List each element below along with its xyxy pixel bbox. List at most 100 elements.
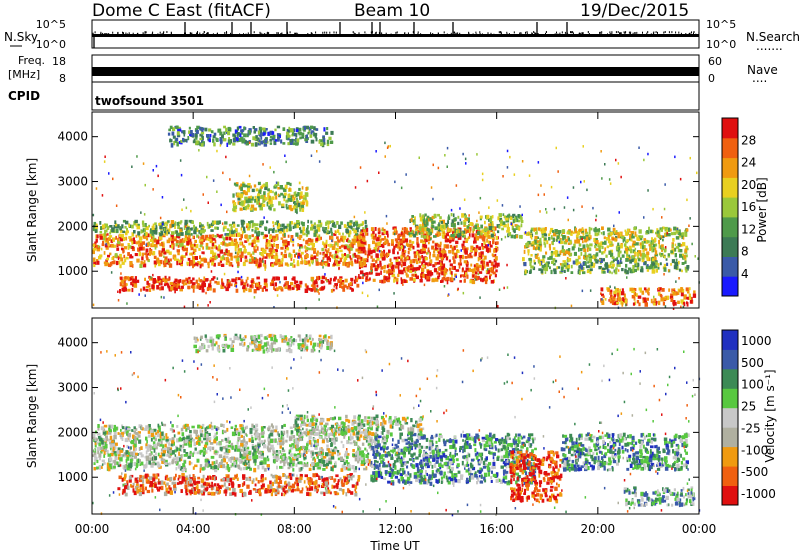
power-cell: [654, 301, 658, 306]
power-cell: [325, 277, 327, 281]
power-cell: [353, 252, 356, 256]
power-cell: [324, 248, 327, 252]
power-cell: [146, 280, 149, 285]
power-cell: [436, 231, 440, 234]
power-cell: [432, 197, 434, 201]
power-cell: [649, 229, 653, 234]
velocity-cell: [149, 457, 153, 462]
power-cell: [343, 235, 347, 240]
power-cell: [258, 281, 261, 286]
power-cell: [132, 237, 135, 241]
power-cell: [275, 195, 278, 200]
power-cell: [611, 266, 615, 269]
power-cell: [328, 220, 331, 224]
power-cell: [478, 271, 483, 274]
velocity-cell: [319, 430, 323, 434]
power-cell: [447, 294, 449, 297]
power-cell: [251, 284, 254, 289]
power-cell: [163, 283, 167, 287]
power-cell: [550, 185, 553, 189]
power-cell: [199, 126, 202, 131]
power-cell: [506, 166, 509, 169]
power-cell: [258, 189, 262, 194]
power-cell: [330, 289, 334, 293]
power-cell: [595, 214, 598, 218]
power-cell: [457, 234, 461, 238]
power-cell: [506, 149, 509, 153]
power-cell: [397, 235, 400, 240]
power-cell: [322, 259, 324, 263]
power-cell: [530, 227, 535, 231]
power-cell: [298, 237, 302, 240]
power-cell: [401, 260, 404, 264]
power-cell: [120, 272, 122, 275]
power-cell: [350, 247, 353, 251]
power-cell: [539, 228, 542, 232]
power-cell: [481, 243, 484, 247]
velocity-cell: [347, 424, 350, 428]
power-cell: [473, 240, 477, 244]
power-cell: [640, 245, 642, 249]
power-cell: [611, 271, 613, 275]
power-cell: [255, 135, 258, 139]
power-cell: [232, 223, 236, 228]
power-cell: [446, 269, 449, 272]
power-cell: [148, 288, 152, 292]
nave-label: Nave: [747, 63, 778, 77]
power-cell: [129, 261, 133, 266]
velocity-cell: [281, 449, 286, 453]
power-cell: [393, 276, 397, 280]
power-cell: [181, 240, 186, 243]
power-cell: [310, 284, 314, 287]
power-cell: [220, 256, 224, 261]
noise-sample: [570, 31, 571, 34]
power-cell: [266, 201, 269, 207]
power-cell: [445, 225, 449, 229]
power-cell: [95, 230, 97, 233]
power-cell: [647, 189, 649, 192]
power-cell: [474, 233, 478, 238]
power-cell: [266, 220, 269, 224]
power-cell: [176, 260, 179, 266]
noise-sample: [264, 33, 266, 35]
power-cell: [170, 237, 173, 242]
power-cell: [520, 223, 523, 228]
power-cell: [402, 261, 407, 267]
power-cell: [304, 249, 307, 253]
power-cell: [488, 260, 492, 264]
power-cell: [168, 128, 171, 132]
power-cell: [358, 246, 363, 250]
power-cell: [307, 243, 310, 246]
power-cell: [201, 288, 205, 293]
power-cell: [219, 249, 224, 254]
power-cell: [259, 126, 262, 131]
power-cell: [337, 278, 340, 283]
power-cell: [664, 246, 667, 249]
power-cell: [539, 261, 542, 266]
power-cell: [380, 266, 383, 270]
power-cell: [651, 262, 656, 267]
power-cell: [246, 283, 249, 287]
power-cell: [403, 279, 407, 283]
power-cell: [370, 272, 373, 275]
velocity-cell: [306, 461, 309, 467]
power-cell: [505, 217, 509, 221]
power-cell: [225, 236, 229, 241]
velocity-cell: [176, 425, 179, 428]
power-cell: [250, 196, 254, 201]
power-cell: [588, 234, 591, 238]
power-cell: [441, 256, 444, 260]
power-cell: [608, 235, 610, 240]
noise-sample: [472, 33, 474, 36]
power-cell: [289, 138, 293, 143]
power-cell: [159, 243, 162, 247]
power-cell: [678, 234, 681, 238]
power-cell: [493, 226, 497, 231]
power-cell: [578, 243, 582, 247]
power-cell: [317, 227, 320, 230]
power-cell: [485, 244, 488, 249]
power-cell: [625, 303, 627, 307]
power-cell: [131, 165, 133, 168]
noise-sample: [624, 32, 626, 35]
power-cell: [554, 253, 559, 257]
